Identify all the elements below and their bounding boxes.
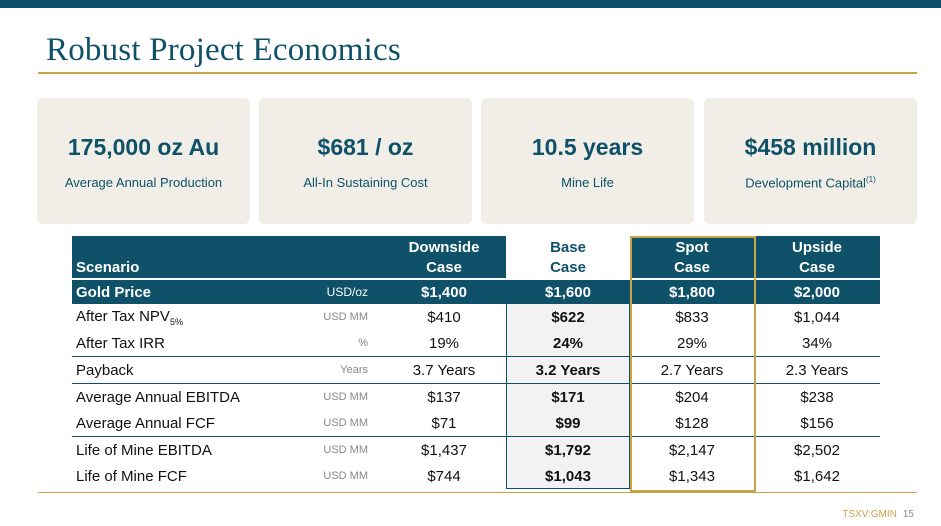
header-downside: Downside Case [382,236,506,279]
page-number: 15 [902,509,914,520]
metric-label: Average Annual Production [64,175,223,190]
cell-spot: $204 [675,388,709,406]
metric-card-mine-life: 10.5 years Mine Life [481,98,694,224]
ticker-label: TSXV:GMIN [842,509,897,520]
row-unit: Years [294,356,382,384]
row-label: After Tax IRR [72,330,294,357]
metric-value: $681 / oz [317,134,414,160]
metric-value: 175,000 oz Au [67,134,220,160]
cell-spot: $1,800 [630,278,754,304]
header-scenario: Scenario [72,236,294,279]
cell-spot: 2.7 Years [630,356,754,384]
table-row: Average Annual FCF USD MM $71 $99 $128 $… [72,410,880,437]
table-row: Life of Mine EBITDA USD MM $1,437 $1,792… [72,436,880,463]
cell-upside: $2,000 [754,278,880,304]
table-row: Average Annual EBITDA USD MM $137 $171 $… [72,383,880,410]
row-label: Average Annual FCF [72,410,294,437]
table-row: After Tax NPV5% USD MM $410 $622 $833 $1… [72,304,880,330]
footer: TSXV:GMIN 15 [842,509,914,520]
metric-label: Mine Life [561,175,614,190]
cell-upside: 2.3 Years [754,356,880,384]
cell-upside: $2,502 [794,441,840,459]
cell-upside: $238 [800,388,834,406]
cell-base: $171 [506,383,630,410]
row-label: Payback [72,356,294,384]
table-header-row: Scenario Downside Case Base Case Spot Case … [72,236,880,279]
footnote-marker: (1) [865,175,876,184]
cell-downside: 19% [382,330,506,357]
top-accent-bar [0,0,941,8]
header-upside: Upside Case [754,236,880,279]
row-unit: USD/oz [294,278,382,304]
cell-spot: $128 [630,410,754,437]
cell-base: 3.2 Years [506,356,630,384]
row-unit: % [294,330,382,357]
cell-base: $1,792 [506,436,630,463]
cell-downside: $410 [427,308,461,326]
row-label: Life of Mine FCF [76,467,187,485]
metric-label: Development Capital(1) [745,175,876,191]
cell-spot: $833 [675,308,709,326]
cell-base: $1,043 [506,463,630,489]
row-label: Gold Price [72,278,294,304]
economics-table: Scenario Downside Case Base Case Spot Case … [72,236,880,489]
metric-card-production: 175,000 oz Au Average Annual Production [37,98,250,224]
row-label: Average Annual EBITDA [76,388,240,406]
cell-upside: $1,642 [794,467,840,485]
footer-divider [38,492,917,493]
metric-value: 10.5 years [531,134,644,160]
row-unit: USD MM [323,311,368,323]
metric-card-dev-capital: $458 million Development Capital(1) [704,98,917,224]
row-label: After Tax NPV5% [76,307,183,327]
title-divider [38,72,917,74]
metric-label: All-In Sustaining Cost [303,175,428,190]
cell-base: $622 [506,304,630,330]
cell-downside: $1,400 [382,278,506,304]
cell-downside: $137 [427,388,461,406]
cell-downside: 3.7 Years [382,356,506,384]
cell-downside: $744 [427,467,461,485]
row-label: Life of Mine EBITDA [76,441,212,459]
header-base: Base Case [506,236,630,279]
page-title: Robust Project Economics [46,32,401,68]
cell-spot: $2,147 [669,441,715,459]
cell-base: 24% [506,330,630,357]
row-unit: USD MM [323,391,368,403]
cell-upside: $1,044 [794,308,840,326]
cell-downside: $1,437 [421,441,467,459]
cell-spot: $1,343 [669,467,715,485]
row-unit: USD MM [323,444,368,456]
cell-upside: $156 [754,410,880,437]
cell-downside: $71 [382,410,506,437]
row-unit: USD MM [323,470,368,482]
cell-base: $1,600 [506,278,630,304]
table-row: Payback Years 3.7 Years 3.2 Years 2.7 Ye… [72,356,880,384]
metric-card-aisc: $681 / oz All-In Sustaining Cost [259,98,472,224]
cell-spot: 29% [630,330,754,357]
gold-price-row: Gold Price USD/oz $1,400 $1,600 $1,800 $… [72,278,880,304]
table-row: Life of Mine FCF USD MM $744 $1,043 $1,3… [72,463,880,489]
header-spot: Spot Case [630,236,754,279]
cell-base: $99 [506,410,630,437]
cell-upside: 34% [754,330,880,357]
metric-value: $458 million [744,134,877,160]
row-unit: USD MM [294,410,382,437]
table-row: After Tax IRR % 19% 24% 29% 34% [72,330,880,357]
